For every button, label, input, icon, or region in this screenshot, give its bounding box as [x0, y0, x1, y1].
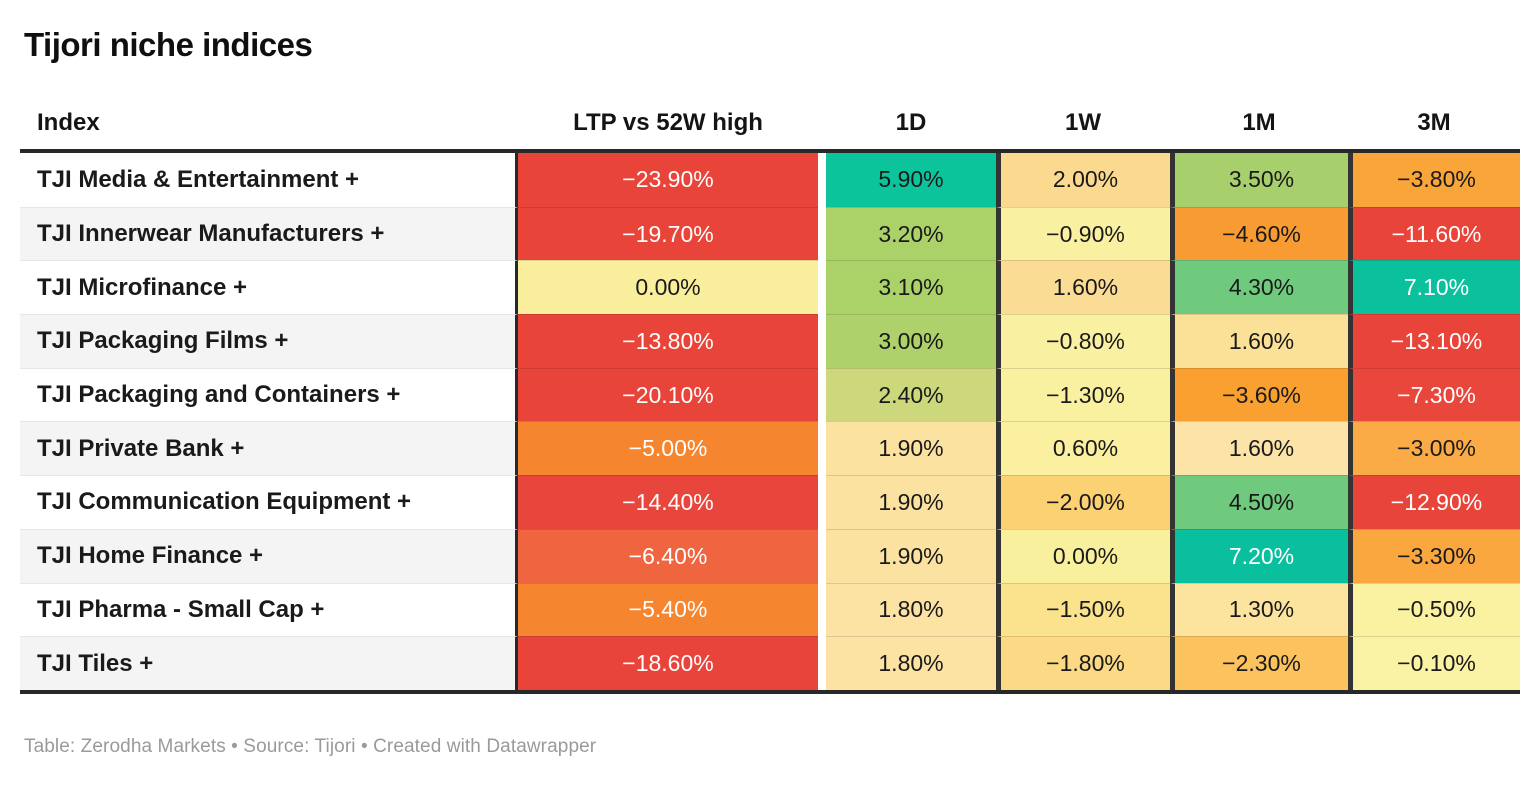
attribution-footer: Table: Zerodha Markets • Source: Tijori … — [24, 735, 597, 757]
column-gap — [818, 206, 826, 261]
cell-ltp: −14.40% — [518, 475, 818, 529]
cell-1w: −0.90% — [996, 206, 1170, 261]
cell-1w: 1.60% — [996, 260, 1170, 315]
cell-1m: 3.50% — [1170, 153, 1348, 207]
row-label[interactable]: TJI Private Bank + — [20, 421, 518, 476]
table-row: TJI Pharma - Small Cap + −5.40% 1.80% −1… — [20, 582, 1520, 637]
row-label[interactable]: TJI Packaging Films + — [20, 314, 518, 368]
column-gap — [818, 636, 826, 690]
cell-1d: 1.90% — [826, 421, 996, 476]
cell-1d: 5.90% — [826, 153, 996, 207]
column-gap — [818, 367, 826, 422]
table-row: TJI Home Finance + −6.40% 1.90% 0.00% 7.… — [20, 528, 1520, 583]
cell-ltp: 0.00% — [518, 260, 818, 315]
row-label[interactable]: TJI Packaging and Containers + — [20, 367, 518, 422]
cell-1d: 3.20% — [826, 206, 996, 261]
cell-1m: 7.20% — [1170, 528, 1348, 583]
cell-1m: −3.60% — [1170, 367, 1348, 422]
page-title: Tijori niche indices — [24, 26, 313, 63]
cell-1w: 2.00% — [996, 153, 1170, 207]
cell-3m: −0.10% — [1348, 636, 1520, 690]
column-gap — [818, 528, 826, 583]
cell-3m: −3.80% — [1348, 153, 1520, 207]
table-row: TJI Communication Equipment + −14.40% 1.… — [20, 475, 1520, 529]
header-ltp-vs-52w-high: LTP vs 52W high — [573, 108, 763, 136]
table-row: TJI Private Bank + −5.00% 1.90% 0.60% 1.… — [20, 421, 1520, 476]
cell-1d: 1.80% — [826, 636, 996, 690]
table-row: TJI Innerwear Manufacturers + −19.70% 3.… — [20, 206, 1520, 261]
cell-1w: −0.80% — [996, 314, 1170, 368]
column-gap — [818, 421, 826, 476]
header-1w: 1W — [1065, 108, 1101, 136]
cell-3m: −11.60% — [1348, 206, 1520, 261]
cell-1m: −4.60% — [1170, 206, 1348, 261]
indices-table: Index LTP vs 52W high 1D 1W 1M 3M TJI Me… — [20, 96, 1520, 694]
cell-1m: 4.30% — [1170, 260, 1348, 315]
cell-ltp: −18.60% — [518, 636, 818, 690]
cell-1m: 4.50% — [1170, 475, 1348, 529]
table-row: TJI Tiles + −18.60% 1.80% −1.80% −2.30% … — [20, 636, 1520, 690]
cell-3m: 7.10% — [1348, 260, 1520, 315]
cell-1m: −2.30% — [1170, 636, 1348, 690]
cell-1w: 0.60% — [996, 421, 1170, 476]
cell-ltp: −20.10% — [518, 367, 818, 422]
row-label[interactable]: TJI Media & Entertainment + — [20, 153, 518, 207]
cell-1m: 1.30% — [1170, 582, 1348, 637]
row-label[interactable]: TJI Communication Equipment + — [20, 475, 518, 529]
cell-1d: 1.80% — [826, 582, 996, 637]
header-1m: 1M — [1242, 108, 1276, 136]
column-gap — [818, 475, 826, 529]
cell-3m: −7.30% — [1348, 367, 1520, 422]
cell-ltp: −13.80% — [518, 314, 818, 368]
table-row: TJI Media & Entertainment + −23.90% 5.90… — [20, 153, 1520, 207]
cell-1w: −2.00% — [996, 475, 1170, 529]
header-3m: 3M — [1417, 108, 1451, 136]
cell-3m: −0.50% — [1348, 582, 1520, 637]
table-row: TJI Packaging and Containers + −20.10% 2… — [20, 367, 1520, 422]
column-gap — [818, 153, 826, 207]
cell-1m: 1.60% — [1170, 421, 1348, 476]
table-row: TJI Microfinance + 0.00% 3.10% 1.60% 4.3… — [20, 260, 1520, 315]
header-1d: 1D — [895, 108, 927, 136]
row-label[interactable]: TJI Tiles + — [20, 636, 518, 690]
cell-3m: −3.00% — [1348, 421, 1520, 476]
table-header-row: Index LTP vs 52W high 1D 1W 1M 3M — [20, 96, 1520, 153]
row-label[interactable]: TJI Innerwear Manufacturers + — [20, 206, 518, 261]
cell-ltp: −23.90% — [518, 153, 818, 207]
header-index: Index — [37, 108, 100, 136]
cell-1d: 2.40% — [826, 367, 996, 422]
cell-1d: 1.90% — [826, 475, 996, 529]
cell-1m: 1.60% — [1170, 314, 1348, 368]
cell-3m: −12.90% — [1348, 475, 1520, 529]
column-gap — [818, 582, 826, 637]
cell-ltp: −5.40% — [518, 582, 818, 637]
row-label[interactable]: TJI Pharma - Small Cap + — [20, 582, 518, 637]
cell-ltp: −19.70% — [518, 206, 818, 261]
cell-1d: 3.00% — [826, 314, 996, 368]
cell-3m: −13.10% — [1348, 314, 1520, 368]
cell-1w: −1.50% — [996, 582, 1170, 637]
column-gap — [818, 314, 826, 368]
cell-1d: 1.90% — [826, 528, 996, 583]
table-row: TJI Packaging Films + −13.80% 3.00% −0.8… — [20, 314, 1520, 368]
cell-1d: 3.10% — [826, 260, 996, 315]
cell-1w: −1.30% — [996, 367, 1170, 422]
row-label[interactable]: TJI Microfinance + — [20, 260, 518, 315]
column-gap — [818, 260, 826, 315]
row-label[interactable]: TJI Home Finance + — [20, 528, 518, 583]
cell-1w: 0.00% — [996, 528, 1170, 583]
cell-1w: −1.80% — [996, 636, 1170, 690]
cell-3m: −3.30% — [1348, 528, 1520, 583]
cell-ltp: −5.00% — [518, 421, 818, 476]
table-body: TJI Media & Entertainment + −23.90% 5.90… — [20, 153, 1520, 694]
cell-ltp: −6.40% — [518, 528, 818, 583]
column-gap — [818, 96, 826, 149]
